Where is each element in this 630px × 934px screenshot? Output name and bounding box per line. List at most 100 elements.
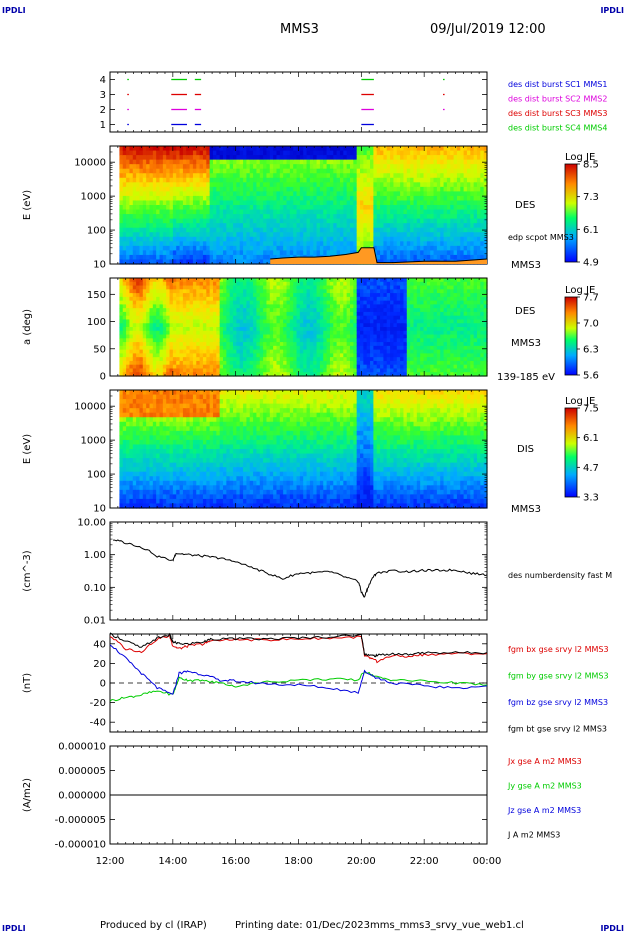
spectrogram-cell [353, 164, 358, 170]
spectrogram-cell [296, 182, 301, 188]
spectrogram-cell [132, 353, 137, 358]
spectrogram-cell [132, 311, 137, 317]
spectrogram-cell [162, 319, 167, 324]
spectrogram-cell [206, 182, 211, 188]
spectrogram-cell [410, 223, 415, 229]
spectrogram-cell [339, 311, 344, 317]
spectrogram-cell [126, 173, 131, 179]
spectrogram-cell [176, 250, 181, 256]
spectrogram-cell [196, 173, 201, 179]
spectrogram-cell [453, 232, 458, 238]
spectrogram-cell [319, 281, 324, 287]
spectrogram-cell [132, 259, 137, 265]
spectrogram-cell [326, 218, 331, 224]
spectrogram-cell [156, 168, 161, 174]
spectrogram-cell [216, 293, 221, 298]
spectrogram-cell [333, 345, 338, 351]
spectrogram-cell [289, 146, 294, 152]
spectrogram-cell [216, 227, 221, 233]
spectrogram-cell [366, 232, 371, 238]
spectrogram-cell [269, 357, 274, 362]
spectrogram-cell [129, 285, 134, 290]
spectrogram-cell [159, 296, 164, 302]
spectrogram-cell [176, 368, 181, 373]
spectrogram-cell [189, 177, 194, 183]
spectrogram-cell [266, 227, 271, 233]
spectrogram-cell [326, 372, 331, 377]
spectrogram-cell [289, 338, 294, 343]
spectrogram-cell [356, 245, 361, 251]
spectrogram-cell [196, 214, 201, 220]
spectrogram-cell [366, 353, 371, 358]
spectrogram-cell [293, 353, 298, 358]
spectrogram-cell [156, 155, 161, 161]
spectrogram-cell [446, 254, 451, 261]
spectrogram-cell [126, 191, 131, 197]
spectrogram-cell [142, 360, 147, 366]
spectrogram-cell [283, 304, 288, 309]
spectrogram-cell [386, 186, 391, 192]
spectrogram-cell [463, 164, 468, 170]
spectrogram-cell [416, 177, 421, 183]
spectrogram-cell [166, 289, 171, 294]
spectrogram-cell [152, 164, 157, 170]
spectrogram-cell [169, 360, 174, 366]
spectrogram-cell [182, 209, 187, 215]
spectrogram-cell [209, 364, 214, 370]
spectrogram-cell [363, 159, 368, 165]
spectrogram-cell [176, 281, 181, 287]
spectrogram-cell [246, 372, 251, 377]
spectrogram-cell [396, 218, 401, 224]
spectrogram-cell [383, 368, 388, 373]
spectrogram-cell [196, 245, 201, 251]
spectrogram-cell [192, 236, 197, 242]
spectrogram-cell [263, 330, 268, 336]
spectrogram-cell [223, 218, 227, 224]
spectrogram-cell [433, 250, 438, 256]
spectrogram-cell [276, 338, 281, 343]
spectrogram-cell [319, 315, 324, 321]
spectrogram-cell [279, 186, 284, 192]
spectrogram-cell [386, 319, 391, 324]
spectrogram-cell [426, 173, 431, 179]
spectrogram-cell [186, 236, 191, 242]
spectrogram-cell [333, 368, 338, 373]
spectrogram-cell [253, 214, 258, 220]
spectrogram-cell [216, 330, 221, 336]
spectrogram-cell [343, 281, 348, 287]
spectrogram-cell [142, 232, 147, 238]
spectrogram-cell [196, 155, 201, 161]
spectrogram-cell [206, 308, 211, 313]
spectrogram-cell [326, 334, 331, 339]
spectrogram-cell [406, 232, 411, 238]
spectrogram-cell [463, 146, 468, 152]
spectrogram-cell [316, 278, 321, 283]
spectrogram-cell [216, 236, 221, 242]
spectrogram-cell [349, 360, 354, 366]
spectrogram-cell [259, 241, 264, 247]
spectrogram-cell [176, 342, 181, 347]
spectrogram-cell [383, 296, 388, 302]
spectrogram-cell [456, 173, 461, 179]
spectrogram-cell [186, 319, 191, 324]
spectrogram-cell [152, 218, 157, 224]
spectrogram-cell [263, 168, 268, 174]
spectrogram-cell [276, 209, 281, 215]
spectrogram-cell [249, 195, 254, 202]
spectrogram-cell [212, 372, 217, 377]
spectrogram-cell [132, 159, 137, 165]
spectrogram-cell [122, 349, 127, 354]
spectrogram-cell [182, 349, 187, 354]
spectrogram-cell [383, 254, 388, 261]
spectrogram-cell [276, 289, 281, 294]
spectrogram-cell [383, 334, 388, 339]
spectrogram-cell [196, 281, 201, 287]
spectrogram-cell [403, 159, 408, 165]
spectrogram-cell [256, 353, 261, 358]
spectrogram-cell [206, 168, 211, 174]
spectrogram-cell [172, 330, 177, 336]
spectrogram-cell [283, 285, 288, 290]
spectrogram-cell [346, 319, 351, 324]
spectrogram-cell [226, 300, 231, 305]
spectrogram-cell [172, 278, 177, 283]
